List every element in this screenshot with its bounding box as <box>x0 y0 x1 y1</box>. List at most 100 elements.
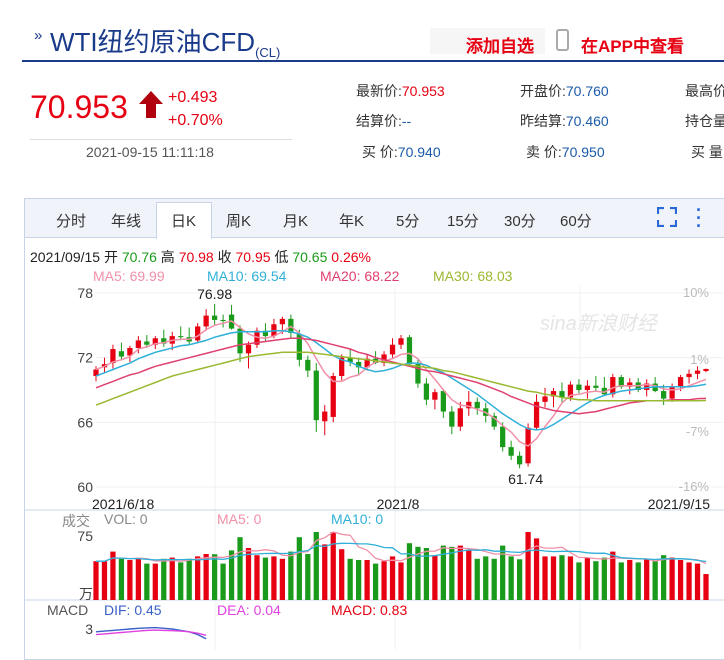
candle-body <box>135 340 141 348</box>
volume-bar <box>195 556 201 600</box>
volume-bar <box>398 562 404 600</box>
tab-30min[interactable]: 30分 <box>504 213 536 230</box>
volume-bar <box>178 562 184 600</box>
pct-tick-label: 10% <box>683 285 709 300</box>
volume-bar <box>220 563 226 600</box>
ma20-legend: MA20: 68.22 <box>320 268 400 284</box>
latest-price-field: 最新价:70.953 <box>356 81 445 101</box>
candle-body <box>389 344 396 355</box>
ma-line-ma30 <box>95 351 707 406</box>
candle-body <box>627 382 633 387</box>
volume-bar <box>415 546 421 600</box>
volume-bar <box>347 558 353 600</box>
latest-value: 70.953 <box>401 83 445 99</box>
vol-value: VOL: 0 <box>104 511 148 527</box>
buy-volume-label: 买 量 <box>691 144 723 160</box>
pct-tick-label: -7% <box>686 424 710 439</box>
volume-bar <box>330 532 336 600</box>
volume-bar <box>110 551 116 600</box>
candle-body <box>339 357 345 376</box>
macd-line-dea <box>95 629 207 636</box>
candle-body <box>567 384 574 398</box>
more-vertical-icon[interactable]: · · · <box>696 200 702 236</box>
volume-bar <box>610 551 616 600</box>
volume-bar <box>169 557 175 600</box>
open-value: 70.760 <box>565 83 609 99</box>
volume-bar <box>694 563 701 600</box>
candle-body <box>178 336 184 338</box>
candle-body <box>601 387 607 395</box>
volume-bar <box>118 558 125 600</box>
fullscreen-icon[interactable] <box>657 207 677 227</box>
current-price: 70.953 <box>30 89 128 125</box>
volume-bar <box>500 545 506 600</box>
candle-body <box>262 330 269 337</box>
volume-bar <box>228 550 235 600</box>
add-favorite-button[interactable] <box>430 28 545 54</box>
volume-bar <box>593 561 599 600</box>
prev-settle-field: 昨结算:70.460 <box>520 111 609 131</box>
volume-bar <box>322 544 328 600</box>
quote-time: 2021-09-15 11:11:18 <box>86 144 214 160</box>
candle-body <box>533 401 540 428</box>
volume-bar <box>288 551 294 600</box>
pct-tick-label: -16% <box>679 479 710 494</box>
tab-monthly-k[interactable]: 月K <box>283 213 309 230</box>
vol-ma5: MA5: 0 <box>217 511 262 527</box>
candle-body <box>313 370 319 421</box>
candle-body <box>381 354 387 364</box>
up-arrow-icon <box>139 91 163 118</box>
tab-year-line[interactable]: 年线 <box>111 213 142 230</box>
settle-price-field: 结算价:-- <box>356 111 411 131</box>
macd-value: MACD: 0.83 <box>331 602 408 618</box>
volume-bar <box>364 560 370 600</box>
candle-body <box>398 338 404 345</box>
candle-body <box>516 455 523 465</box>
candle-body <box>661 391 667 399</box>
macd-dea: DEA: 0.04 <box>217 602 281 618</box>
volume-bar <box>703 574 709 600</box>
period-tabbar <box>25 199 724 238</box>
tab-weekly-k[interactable]: 周K <box>226 213 252 230</box>
volume-bar <box>127 560 133 600</box>
volume-bar <box>516 559 523 600</box>
sell-label: 卖 价: <box>526 144 562 160</box>
tab-5min[interactable]: 5分 <box>396 213 420 230</box>
y-tick-label: 66 <box>77 414 93 430</box>
vol-tick-label: 75 <box>77 528 93 544</box>
info-date: 2021/09/15 <box>30 249 101 265</box>
title-bar <box>22 18 724 62</box>
tab-timeshare[interactable]: 分时 <box>56 213 87 230</box>
title-main: WTI纽约原油CFD <box>50 27 256 57</box>
candle-body <box>211 315 218 320</box>
candle-body <box>593 385 599 388</box>
open-price-field: 开盘价:70.760 <box>520 81 609 101</box>
candle-body <box>118 351 125 357</box>
tab-daily-k[interactable]: 日K <box>171 213 197 230</box>
candle-body <box>686 373 692 378</box>
tab-yearly-k[interactable]: 年K <box>339 213 365 230</box>
ma10-legend: MA10: 69.54 <box>207 268 287 284</box>
candle-body <box>610 377 616 395</box>
volume-bar <box>559 555 565 600</box>
candles <box>93 303 709 469</box>
divider <box>30 139 292 140</box>
tab-15min[interactable]: 15分 <box>447 213 479 230</box>
view-in-app-link[interactable]: 在APP中查看 <box>581 37 684 56</box>
volume-bar <box>186 558 192 600</box>
tab-60min[interactable]: 60分 <box>560 213 592 230</box>
candle-body <box>415 364 421 384</box>
price-change: +0.493 +0.70% <box>168 86 223 132</box>
prev-settle-label: 昨结算: <box>520 113 566 129</box>
volume-bar <box>635 562 641 600</box>
volume-bar <box>686 562 692 600</box>
candle-body <box>457 408 463 427</box>
add-favorite-label[interactable]: 添加自选 <box>466 37 534 56</box>
volume-bar <box>389 556 396 600</box>
low-label: 低 <box>274 249 289 265</box>
volume-bar <box>271 556 277 600</box>
page-title: WTI纽约原油CFD(CL) <box>50 22 280 60</box>
volume-bar <box>644 558 650 600</box>
min-price-label: 61.74 <box>508 471 543 487</box>
candle-body <box>559 391 565 398</box>
